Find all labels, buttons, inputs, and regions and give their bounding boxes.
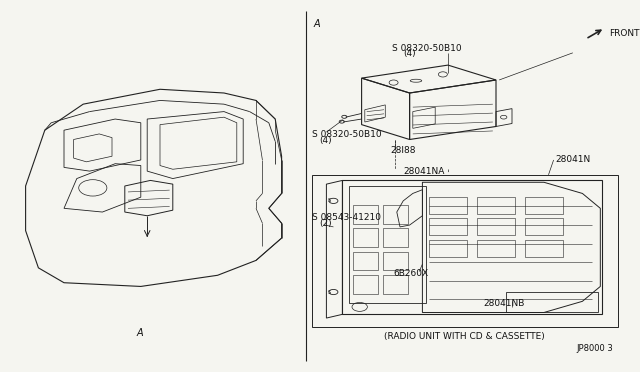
Text: 28I88: 28I88 (390, 146, 416, 155)
Text: (4): (4) (403, 49, 416, 58)
Text: S 08543-41210: S 08543-41210 (312, 213, 381, 222)
Text: 28041NA: 28041NA (403, 167, 445, 176)
Text: 28041N: 28041N (556, 155, 591, 164)
Text: S: S (328, 198, 330, 203)
Text: (RADIO UNIT WITH CD & CASSETTE): (RADIO UNIT WITH CD & CASSETTE) (384, 332, 545, 341)
Text: (4): (4) (319, 136, 332, 145)
Text: JP8000 3: JP8000 3 (576, 344, 612, 353)
Text: FRONT: FRONT (609, 29, 640, 38)
Text: (2): (2) (319, 219, 332, 228)
Text: A: A (136, 328, 143, 338)
Text: A: A (314, 19, 320, 29)
Text: S 08320-50B10: S 08320-50B10 (392, 44, 462, 53)
Text: S: S (328, 289, 330, 295)
Text: S 08320-50B10: S 08320-50B10 (312, 130, 382, 139)
Text: 6B260X: 6B260X (394, 269, 429, 278)
Text: 28041NB: 28041NB (483, 299, 525, 308)
